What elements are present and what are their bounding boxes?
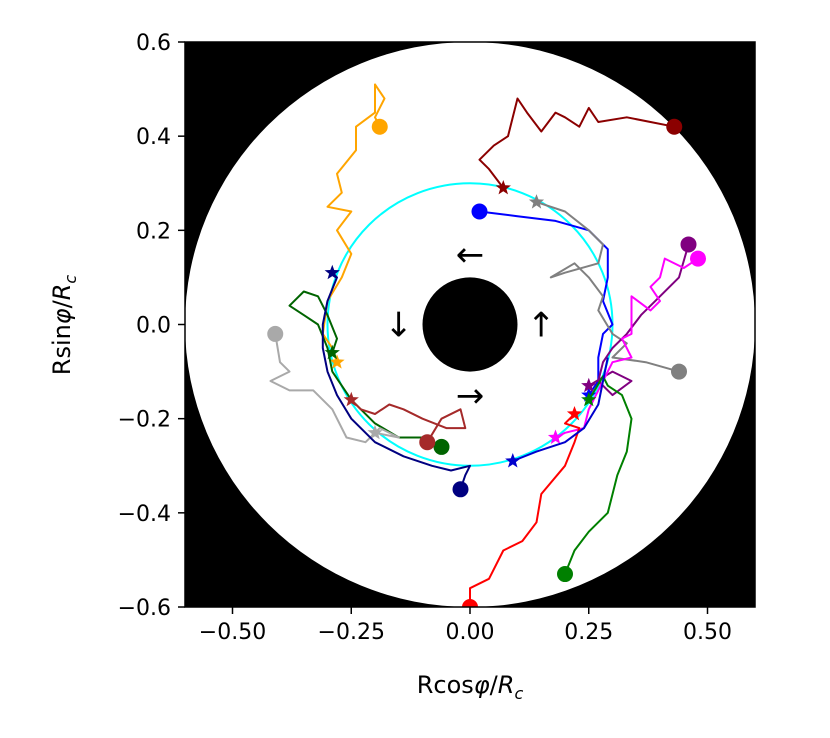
series-blue-lower — [505, 357, 609, 468]
start-marker — [462, 599, 478, 607]
star-marker — [528, 194, 545, 209]
star-marker — [329, 354, 345, 369]
rotation-arrow: ← — [456, 235, 485, 275]
series-purple — [581, 236, 697, 397]
trajectory-line — [350, 399, 467, 443]
rotation-arrow: ↓ — [385, 306, 414, 346]
x-tick-label: 0.00 — [446, 620, 495, 645]
series-green — [557, 375, 633, 583]
start-marker — [690, 250, 706, 267]
series-grey — [528, 194, 687, 380]
y-axis-label: Rsinφ/Rc — [48, 275, 80, 376]
series-silver — [267, 325, 400, 444]
trajectory-line — [478, 97, 675, 189]
series-brown — [343, 391, 467, 451]
series-magenta — [547, 250, 706, 444]
star-marker — [495, 180, 511, 195]
series-darkred — [478, 97, 683, 195]
start-marker — [452, 481, 469, 498]
y-tick-label: −0.4 — [118, 502, 171, 527]
star-marker — [343, 391, 359, 407]
y-tick-label: 0.4 — [136, 125, 171, 150]
y-tick-label: 0.6 — [136, 31, 171, 56]
star-marker — [324, 264, 340, 280]
start-marker — [671, 363, 687, 380]
y-tick-label: −0.2 — [118, 408, 171, 433]
trajectory-line — [512, 357, 609, 462]
inner-obstacle — [422, 277, 518, 372]
start-marker — [680, 236, 697, 253]
star-marker — [324, 344, 340, 360]
trajectory-line — [469, 413, 581, 607]
start-marker — [267, 325, 284, 342]
star-marker — [505, 453, 521, 468]
x-axis-label: Rcosφ/Rc — [417, 671, 524, 703]
star-marker — [367, 424, 383, 440]
series-navy — [321, 264, 471, 498]
start-marker — [557, 566, 573, 583]
y-tick-label: 0.0 — [136, 314, 171, 339]
star-marker — [566, 406, 583, 421]
start-marker — [371, 118, 388, 135]
trajectory-line — [269, 333, 400, 444]
start-marker — [666, 118, 683, 135]
trajectory-line — [321, 271, 471, 490]
start-marker — [433, 438, 450, 455]
y-tick-label: 0.2 — [136, 219, 171, 244]
star-marker — [581, 391, 597, 407]
rotation-arrow: ↑ — [527, 306, 556, 346]
start-marker — [419, 434, 436, 451]
y-tick-label: −0.6 — [118, 596, 171, 621]
star-marker — [581, 377, 597, 393]
trajectory-line — [555, 257, 699, 439]
x-tick-label: −0.50 — [199, 620, 266, 645]
trajectory-line — [564, 375, 633, 575]
x-tick-label: 0.50 — [683, 620, 732, 645]
x-tick-label: 0.25 — [564, 620, 613, 645]
trajectory-line — [588, 244, 690, 397]
start-marker — [471, 203, 488, 220]
x-tick-label: −0.25 — [318, 620, 385, 645]
trajectory-line — [536, 201, 680, 373]
series-red — [462, 406, 583, 607]
trajectory-line — [479, 210, 614, 396]
star-marker — [547, 429, 564, 444]
